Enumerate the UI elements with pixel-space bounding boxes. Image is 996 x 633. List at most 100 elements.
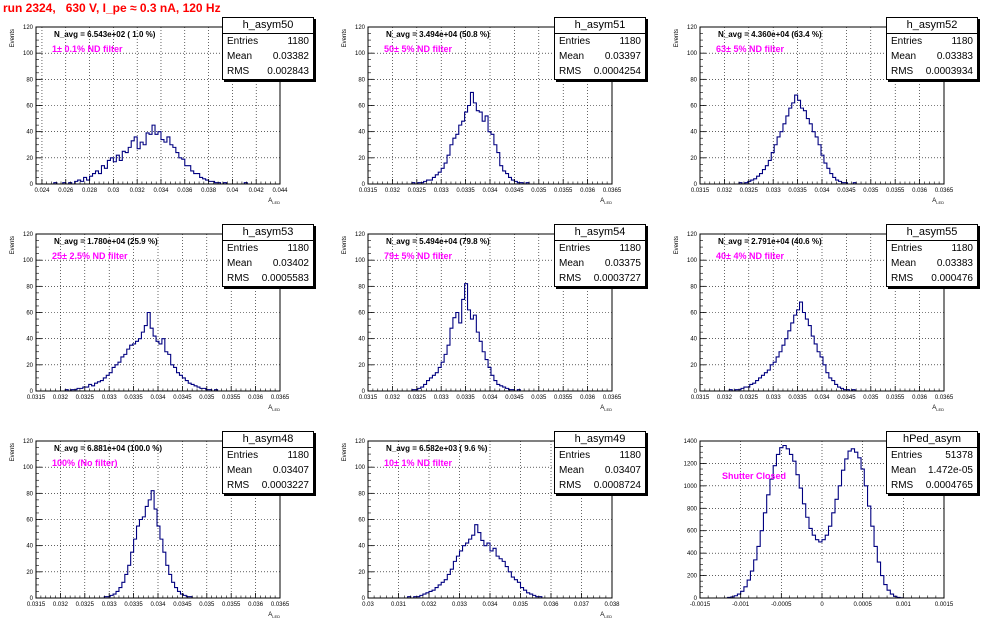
y-tick-label: 120 bbox=[23, 232, 34, 238]
stats-label-rms: RMS bbox=[891, 66, 914, 77]
y-axis-label: Events bbox=[342, 443, 348, 461]
stats-row-entries: Entries 1180 bbox=[555, 241, 645, 256]
x-tick-label: 0.0365 bbox=[603, 188, 622, 194]
histogram-name: h_asym53 bbox=[223, 225, 313, 241]
histogram-line bbox=[103, 490, 193, 598]
y-tick-label: 200 bbox=[687, 574, 698, 580]
x-tick-label: 0.036 bbox=[177, 188, 193, 194]
stats-label-entries: Entries bbox=[227, 36, 259, 47]
y-tick-label: 0 bbox=[30, 596, 34, 602]
y-tick-label: 1400 bbox=[684, 439, 698, 445]
y-tick-label: 40 bbox=[690, 130, 697, 136]
n-avg-label: N_avg = 6.582e+03 ( 9.6 %) bbox=[386, 444, 488, 453]
stats-label-entries: Entries bbox=[891, 450, 923, 461]
y-tick-label: 1000 bbox=[684, 484, 698, 490]
stats-label-rms: RMS bbox=[227, 273, 250, 284]
y-tick-label: 20 bbox=[358, 570, 365, 576]
stats-value-rms: 0.0003227 bbox=[261, 480, 309, 491]
y-tick-label: 20 bbox=[690, 156, 697, 162]
x-tick-label: 0.036 bbox=[912, 395, 928, 401]
y-tick-label: 0 bbox=[30, 389, 34, 395]
x-tick-label: 0.0325 bbox=[408, 188, 427, 194]
stats-label-rms: RMS bbox=[891, 480, 914, 491]
y-tick-label: 20 bbox=[358, 156, 365, 162]
y-axis-label: Events bbox=[10, 443, 16, 461]
histogram-line bbox=[407, 524, 543, 599]
stats-row-rms: RMS 0.0005583 bbox=[223, 271, 313, 286]
x-tick-label: 0.034 bbox=[482, 395, 498, 401]
stats-value-rms: 0.0003934 bbox=[925, 66, 973, 77]
filter-label: 79± 5% ND filter bbox=[384, 251, 452, 261]
stats-label-mean: Mean bbox=[559, 258, 585, 269]
x-tick-label: 0.034 bbox=[150, 602, 166, 608]
n-avg-label: N_avg = 3.494e+04 (50.8 %) bbox=[386, 30, 490, 39]
stats-row-mean: Mean 0.03382 bbox=[223, 49, 313, 64]
x-axis-label: ALED bbox=[600, 198, 612, 205]
stats-label-entries: Entries bbox=[559, 243, 591, 254]
y-tick-label: 80 bbox=[26, 77, 33, 83]
histogram-line bbox=[64, 311, 219, 392]
stats-label-mean: Mean bbox=[227, 51, 253, 62]
stats-box: hPed_asym Entries 51378 Mean 1.472e-05 RMS 0.0… bbox=[886, 431, 978, 494]
y-tick-label: 80 bbox=[358, 284, 365, 290]
y-tick-label: 0 bbox=[694, 596, 698, 602]
x-tick-label: 0.033 bbox=[434, 188, 450, 194]
histogram-name: h_asym49 bbox=[555, 432, 645, 448]
x-tick-label: 0.0335 bbox=[456, 188, 475, 194]
histogram-name: h_asym48 bbox=[223, 432, 313, 448]
stats-box: h_asym55 Entries 1180 Mean 0.03383 RMS 0.00047… bbox=[886, 224, 978, 287]
filter-label: 1± 0.1% ND filter bbox=[52, 44, 123, 54]
x-tick-label: 0.0355 bbox=[554, 188, 573, 194]
x-tick-label: 0.0015 bbox=[935, 602, 954, 608]
stats-value-rms: 0.000476 bbox=[931, 273, 973, 284]
x-tick-label: 0.0345 bbox=[837, 395, 856, 401]
y-tick-label: 20 bbox=[26, 156, 33, 162]
stats-row-rms: RMS 0.0003227 bbox=[223, 478, 313, 493]
histogram-line bbox=[724, 444, 904, 599]
x-tick-label: -0.0015 bbox=[690, 602, 711, 608]
stats-row-mean: Mean 0.03407 bbox=[555, 463, 645, 478]
stats-value-mean: 0.03407 bbox=[604, 465, 641, 476]
y-tick-label: 100 bbox=[355, 51, 366, 57]
stats-value-rms: 0.0004765 bbox=[925, 480, 973, 491]
x-tick-label: 0.028 bbox=[82, 188, 98, 194]
x-tick-label: 0.036 bbox=[248, 602, 264, 608]
stats-row-rms: RMS 0.0004254 bbox=[555, 64, 645, 79]
x-tick-label: 0.033 bbox=[452, 602, 468, 608]
stats-row-entries: Entries 1180 bbox=[887, 34, 977, 49]
y-tick-label: 1200 bbox=[684, 461, 698, 467]
y-tick-label: 40 bbox=[26, 544, 33, 550]
histogram-panel-h_asym50: 0.024 0.026 0.028 0.03 0.032 0.034 0.036 0.038 0… bbox=[0, 12, 332, 219]
histogram-name: h_asym55 bbox=[887, 225, 977, 241]
stats-row-rms: RMS 0.002843 bbox=[223, 64, 313, 79]
x-tick-label: 0.0315 bbox=[359, 188, 378, 194]
stats-label-rms: RMS bbox=[891, 273, 914, 284]
stats-box: h_asym51 Entries 1180 Mean 0.03397 RMS 0.00042… bbox=[554, 17, 646, 80]
x-tick-label: 0.0335 bbox=[456, 395, 475, 401]
stats-row-entries: Entries 1180 bbox=[555, 448, 645, 463]
histogram-line bbox=[411, 91, 530, 185]
stats-value-entries: 1180 bbox=[951, 243, 973, 254]
stats-label-mean: Mean bbox=[559, 51, 585, 62]
y-tick-label: 20 bbox=[358, 363, 365, 369]
stats-row-rms: RMS 0.0004765 bbox=[887, 478, 977, 493]
stats-row-entries: Entries 1180 bbox=[223, 241, 313, 256]
x-tick-label: 0.035 bbox=[863, 188, 879, 194]
stats-row-entries: Entries 1180 bbox=[555, 34, 645, 49]
stats-row-entries: Entries 1180 bbox=[223, 448, 313, 463]
x-tick-label: 0.0365 bbox=[935, 188, 954, 194]
x-axis-label: ALED bbox=[600, 405, 612, 412]
x-tick-label: 0.0315 bbox=[691, 395, 710, 401]
x-tick-label: 0.032 bbox=[385, 188, 401, 194]
x-tick-label: 0.032 bbox=[53, 602, 69, 608]
filter-label: 40± 4% ND filter bbox=[716, 251, 784, 261]
histogram-line bbox=[738, 94, 857, 185]
y-tick-label: 400 bbox=[687, 551, 698, 557]
y-axis-label: Events bbox=[674, 236, 680, 254]
stats-row-entries: Entries 51378 bbox=[887, 448, 977, 463]
y-axis-label: Events bbox=[342, 29, 348, 47]
stats-label-mean: Mean bbox=[891, 258, 917, 269]
x-tick-label: 0.034 bbox=[153, 188, 169, 194]
page-title: run 2324, 630 V, I_pe ≈ 0.3 nA, 120 Hz bbox=[3, 1, 221, 15]
x-tick-label: 0.036 bbox=[580, 188, 596, 194]
